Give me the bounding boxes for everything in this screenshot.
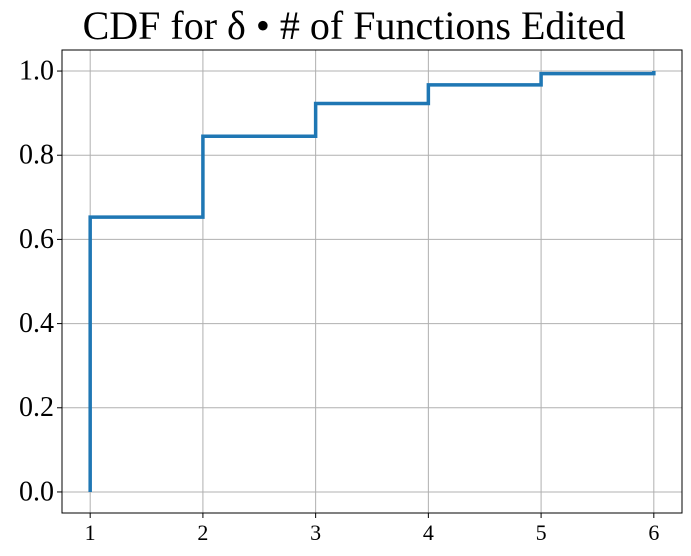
plot-frame <box>61 49 683 514</box>
y-tick-label: 1.0 <box>19 55 54 86</box>
x-tick-label: 5 <box>536 520 547 545</box>
y-tick-label: 0.0 <box>19 476 54 507</box>
x-tick-label: 4 <box>423 520 434 545</box>
y-tick-label: 0.2 <box>19 392 54 423</box>
x-tick-label: 2 <box>197 520 208 545</box>
chart-title: CDF for δ • # of Functions Edited <box>83 3 626 48</box>
y-tick-label: 0.4 <box>19 308 54 339</box>
y-tick-label: 0.8 <box>19 140 54 171</box>
x-tick-label: 6 <box>648 520 659 545</box>
x-tick-label: 3 <box>310 520 321 545</box>
x-tick-label: 1 <box>85 520 96 545</box>
cdf-line <box>88 71 656 492</box>
y-tick-label: 0.6 <box>19 224 54 255</box>
